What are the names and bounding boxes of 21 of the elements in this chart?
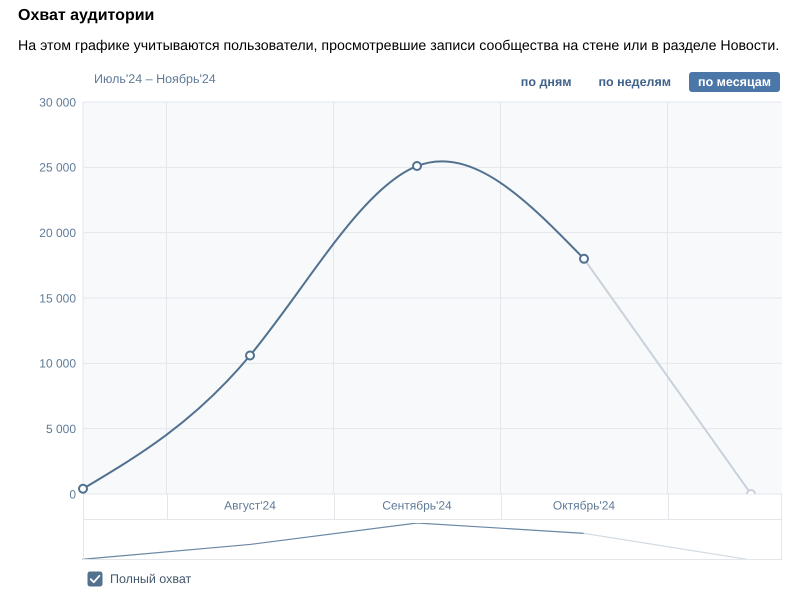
y-tick-label: 25 000 [39, 160, 76, 175]
x-tick-label: Август'24 [224, 498, 276, 513]
point [245, 350, 255, 360]
y-tick-label: 10 000 [39, 356, 76, 371]
legend-label: Полный охват [110, 572, 192, 586]
text: по месяцам [689, 72, 780, 92]
y-tick-label: 30 000 [39, 95, 76, 110]
y-tick-label: 20 000 [39, 226, 76, 240]
point [78, 484, 88, 494]
text: по дням [520, 74, 572, 91]
x-tick-label: Сентябрь'24 [382, 498, 452, 513]
x-tick-label: Октябрь'24 [552, 498, 616, 513]
y-tick-label: 0 [69, 487, 76, 502]
y-tick-label: 5 000 [46, 422, 76, 436]
chart-title: Охват аудитории [18, 7, 154, 25]
y-tick-label: 15 000 [39, 291, 76, 306]
chart-subtitle: На этом графике учитываются пользователи, просмотревшие записи сообщества на стене или в разделе Новости. [18, 38, 780, 54]
text: по неделям [597, 74, 672, 91]
point [412, 161, 422, 172]
text: Июль'24 – Ноябрь'24 [94, 72, 216, 86]
point [579, 254, 589, 264]
